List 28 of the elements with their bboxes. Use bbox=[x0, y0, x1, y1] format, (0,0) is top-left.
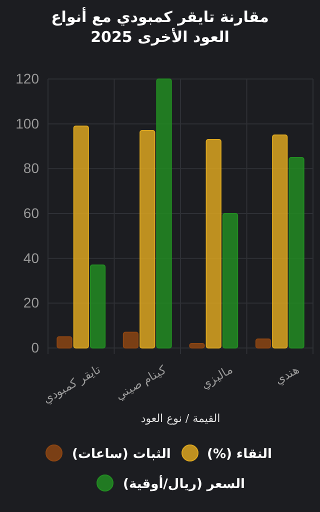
y-tick-label: 20 bbox=[23, 294, 40, 311]
y-tick-label: 60 bbox=[23, 204, 40, 221]
bar bbox=[222, 213, 238, 348]
legend-label: النقاء (%) bbox=[207, 447, 272, 462]
y-tick-label: 80 bbox=[23, 160, 40, 176]
bar bbox=[206, 139, 222, 348]
bar bbox=[90, 264, 106, 348]
bar bbox=[56, 336, 72, 348]
x-tick-label: هندي bbox=[272, 362, 302, 388]
bar bbox=[73, 126, 89, 348]
bar bbox=[272, 134, 288, 348]
bar bbox=[140, 130, 156, 348]
bar bbox=[288, 156, 304, 348]
y-tick-label: 0 bbox=[31, 339, 40, 356]
y-tick-label: 120 bbox=[16, 70, 40, 86]
legend-label: السعر (ريال/أوقية) bbox=[123, 475, 245, 492]
bar bbox=[255, 338, 272, 348]
y-tick-label: 100 bbox=[16, 115, 40, 132]
x-tick-label: ماليزي bbox=[198, 362, 235, 392]
x-axis-title: القيمة / نوع العود bbox=[140, 412, 220, 425]
y-tick-label: 40 bbox=[23, 250, 40, 266]
legend-label: الثبات (ساعات) bbox=[72, 447, 171, 462]
bar bbox=[156, 78, 172, 348]
bar bbox=[189, 343, 205, 348]
bar bbox=[122, 332, 139, 348]
x-tick-label: كينام صيني bbox=[112, 362, 169, 403]
chart-title: مقارنة تايقر كمبودي مع أنواع العود الأخرى 2025 bbox=[51, 7, 269, 46]
x-tick-label: تايقر كمبودي bbox=[40, 362, 102, 406]
